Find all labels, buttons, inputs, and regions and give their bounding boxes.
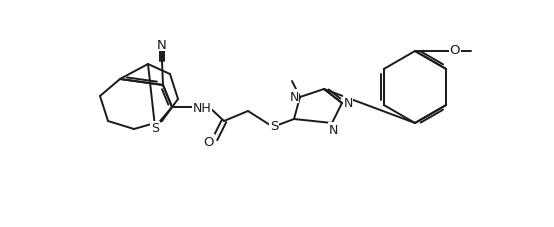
- Text: S: S: [270, 120, 278, 133]
- Text: N: N: [343, 96, 353, 109]
- Text: N: N: [329, 123, 338, 136]
- Text: S: S: [151, 122, 159, 135]
- Text: O: O: [450, 43, 460, 56]
- Text: N: N: [289, 90, 299, 103]
- Text: N: N: [157, 38, 167, 51]
- Text: O: O: [204, 135, 214, 148]
- Text: NH: NH: [193, 101, 212, 114]
